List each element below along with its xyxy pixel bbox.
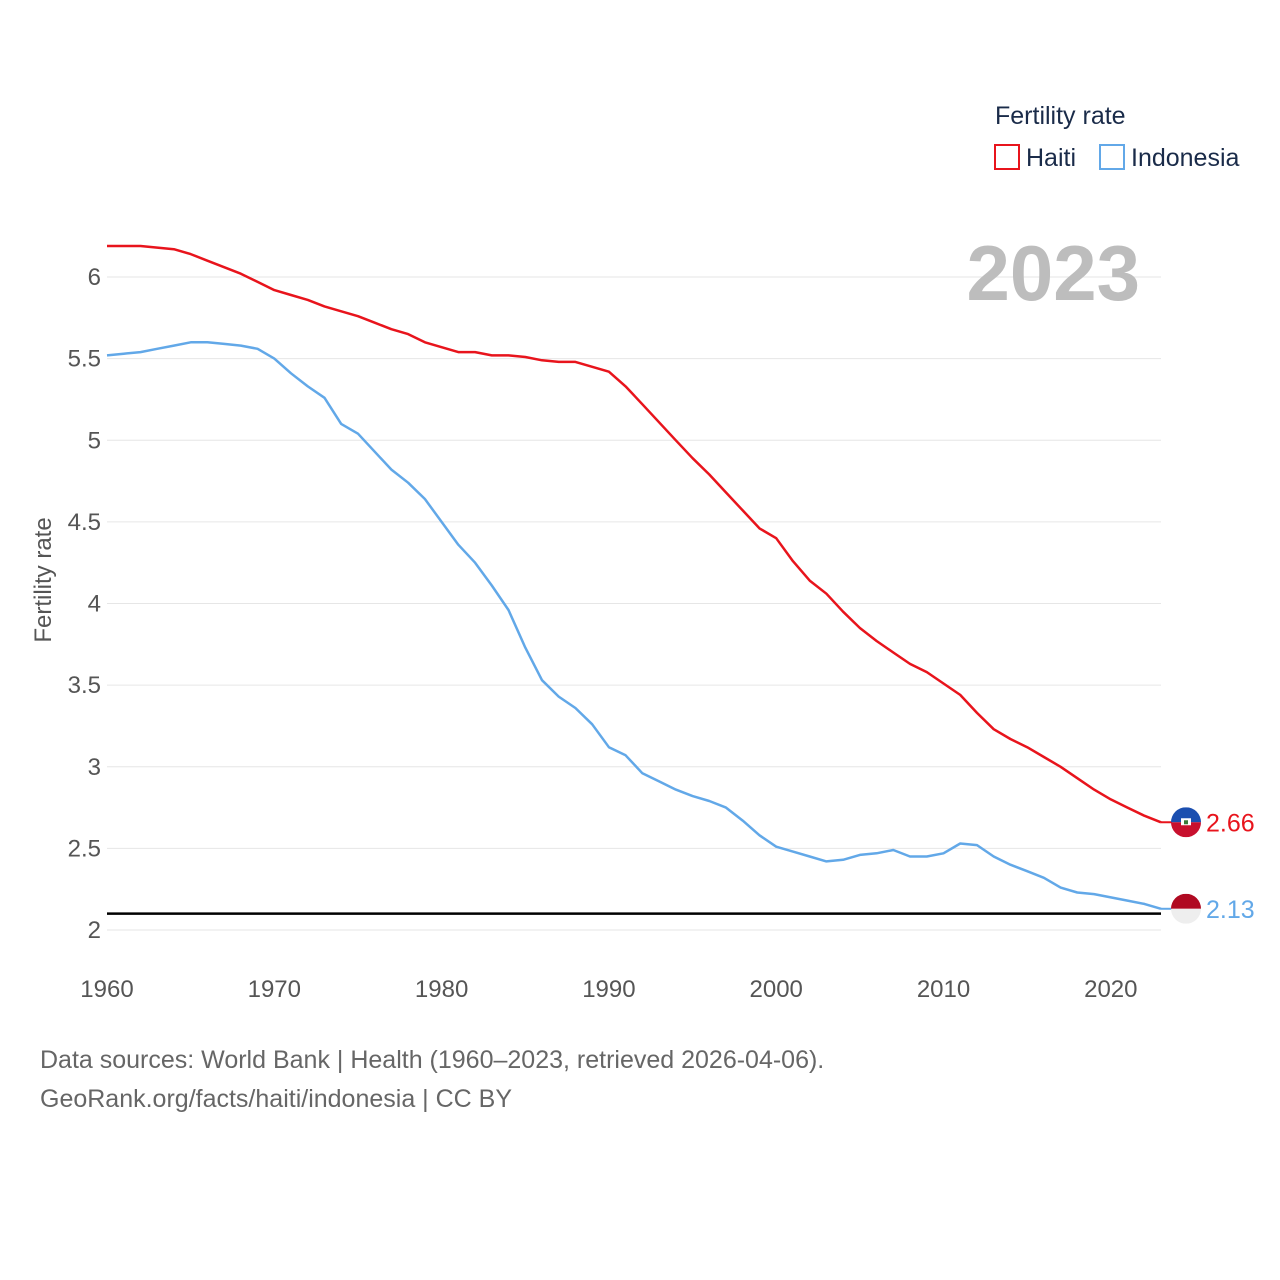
data-source-note: Data sources: World Bank | Health (1960–… xyxy=(40,1046,825,1074)
series-lines xyxy=(106,244,1162,910)
x-tick-label: 2010 xyxy=(917,976,970,1003)
y-tick-label: 2 xyxy=(88,917,101,944)
legend-label-haiti: Haiti xyxy=(1026,144,1076,172)
x-tick-label: 1970 xyxy=(248,976,301,1003)
series-line-indonesia xyxy=(106,341,1162,910)
indonesia-flag-icon xyxy=(1171,893,1201,924)
y-tick-label: 4 xyxy=(88,591,101,618)
legend-item-haiti[interactable]: Haiti xyxy=(994,144,1076,172)
legend-swatch-haiti xyxy=(994,144,1020,170)
series-line-haiti xyxy=(107,244,1162,824)
y-axis-ticks: 2 2.5 3 3.5 4 4.5 5 5.5 6 xyxy=(68,264,101,944)
y-tick-label: 4.5 xyxy=(68,509,101,536)
x-tick-label: 1960 xyxy=(80,976,133,1003)
grid-lines xyxy=(107,276,1161,931)
y-tick-label: 5.5 xyxy=(68,346,101,373)
year-watermark: 2023 xyxy=(966,229,1140,317)
y-tick-label: 3.5 xyxy=(68,672,101,699)
haiti-flag-icon xyxy=(1171,807,1201,838)
x-tick-label: 2000 xyxy=(750,976,803,1003)
end-value-label-haiti: 2.66 xyxy=(1206,809,1255,837)
x-tick-label: 2020 xyxy=(1084,976,1137,1003)
legend-item-indonesia[interactable]: Indonesia xyxy=(1099,144,1240,172)
end-value-label-indonesia: 2.13 xyxy=(1206,896,1255,924)
y-tick-label: 5 xyxy=(88,427,101,454)
legend: Fertility rate Haiti Indonesia xyxy=(994,102,1240,172)
y-axis-title: Fertility rate xyxy=(30,517,57,642)
y-tick-label: 6 xyxy=(88,264,101,291)
legend-title: Fertility rate xyxy=(995,102,1126,130)
legend-label-indonesia: Indonesia xyxy=(1131,144,1240,172)
y-tick-label: 3 xyxy=(88,754,101,781)
attribution-link[interactable]: GeoRank.org/facts/haiti/indonesia | CC B… xyxy=(40,1085,513,1113)
y-tick-label: 2.5 xyxy=(68,835,101,862)
legend-swatch-indonesia xyxy=(1099,144,1125,170)
x-tick-label: 1980 xyxy=(415,976,468,1003)
x-tick-label: 1990 xyxy=(582,976,635,1003)
series-end-markers: 2.66 2.13 xyxy=(1161,807,1255,924)
x-axis-ticks: 1960 1970 1980 1990 2000 2010 2020 xyxy=(80,976,1137,1003)
